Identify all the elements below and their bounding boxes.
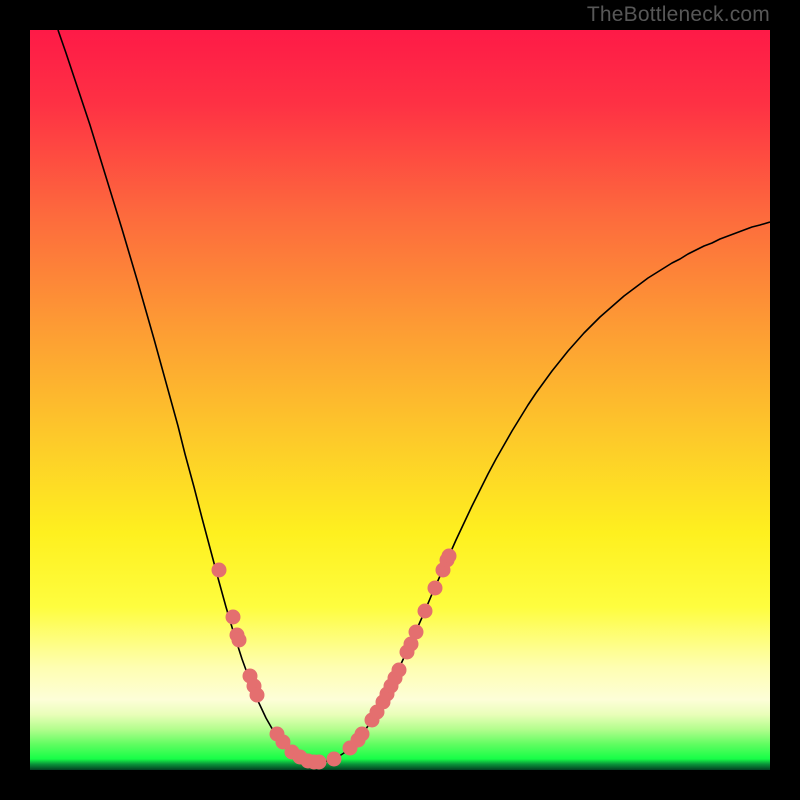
data-marker <box>355 727 370 742</box>
plot-overlay-svg <box>0 0 800 800</box>
data-marker <box>392 663 407 678</box>
chart-container: TheBottleneck.com <box>0 0 800 800</box>
data-marker <box>226 610 241 625</box>
data-marker <box>409 625 424 640</box>
data-marker <box>428 581 443 596</box>
data-marker <box>327 752 342 767</box>
data-marker <box>212 563 227 578</box>
data-marker <box>418 604 433 619</box>
watermark-text: TheBottleneck.com <box>587 3 770 27</box>
data-marker <box>312 755 327 770</box>
data-marker <box>442 549 457 564</box>
data-marker <box>232 633 247 648</box>
data-marker <box>250 688 265 703</box>
